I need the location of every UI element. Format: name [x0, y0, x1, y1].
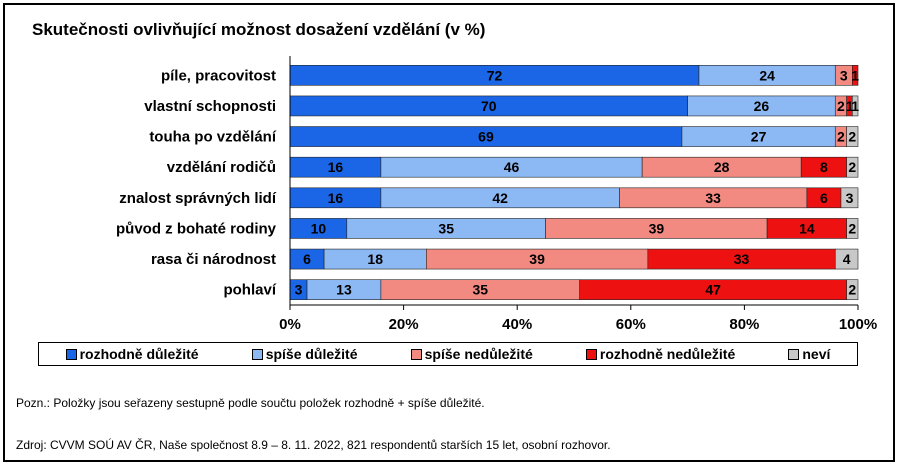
data-label: 3: [295, 282, 303, 298]
data-label: 6: [820, 190, 828, 206]
data-label: 1: [851, 98, 859, 114]
data-label: 69: [478, 129, 494, 145]
legend-item: rozhodně důležité: [65, 346, 199, 362]
data-label: 27: [751, 129, 767, 145]
bar-segment: [852, 65, 859, 86]
legend-item: spíše důležité: [251, 346, 358, 362]
data-label: 26: [754, 98, 770, 114]
data-label: 72: [487, 67, 503, 83]
data-label: 8: [820, 159, 828, 175]
category-label: vlastní schopnosti: [144, 98, 276, 115]
legend-swatch: [788, 348, 800, 360]
data-label: 1: [846, 98, 854, 114]
data-label: 16: [328, 159, 344, 175]
legend-swatch: [585, 348, 597, 360]
data-label: 35: [438, 220, 454, 236]
x-tick-label: 20%: [389, 316, 419, 333]
bar-segment: [852, 95, 859, 117]
legend-label: neví: [802, 346, 831, 362]
category-label: původ z bohaté rodiny: [116, 220, 277, 237]
category-label: znalost správných lidí: [119, 190, 277, 207]
data-label: 47: [705, 282, 721, 298]
data-label: 2: [848, 220, 856, 236]
legend: rozhodně důležité spíše důležité spíše ned…: [38, 342, 858, 366]
legend-swatch: [410, 348, 422, 360]
data-label: 4: [843, 251, 851, 267]
data-label: 33: [734, 251, 750, 267]
x-tick-label: 0%: [279, 316, 301, 333]
data-label: 46: [504, 159, 520, 175]
data-label: 35: [472, 282, 488, 298]
source-text: Zdroj: CVVM SOÚ AV ČR, Naše společnost 8…: [16, 438, 611, 452]
bar-segment: [846, 126, 859, 147]
chart-title: Skutečnosti ovlivňující možnost dosažení…: [32, 20, 486, 39]
legend-item: spíše nedůležité: [410, 346, 533, 362]
category-label: rasa či národnost: [151, 251, 276, 268]
legend-label: spíše nedůležité: [424, 346, 533, 362]
legend-item: neví: [788, 346, 830, 362]
data-label: 2: [837, 98, 845, 114]
legend-label: spíše důležité: [265, 346, 358, 362]
bar-segment: [846, 279, 859, 300]
data-label: 2: [848, 282, 856, 298]
data-label: 6: [303, 251, 311, 267]
data-label: 2: [848, 159, 856, 175]
legend-swatch: [65, 348, 77, 360]
data-label: 39: [529, 251, 545, 267]
legend-label: rozhodně nedůležité: [599, 346, 736, 362]
category-label: píle, pracovitost: [161, 67, 276, 84]
legend-swatch: [251, 348, 263, 360]
category-label: vzdělání rodičů: [167, 159, 276, 176]
data-label: 24: [759, 67, 775, 83]
x-tick-label: 60%: [616, 316, 646, 333]
bar-segment: [846, 218, 859, 239]
bar-segment: [840, 187, 859, 209]
note-text: Pozn.: Položky jsou seřazeny sestupně po…: [16, 396, 485, 410]
data-label: 28: [714, 159, 730, 175]
data-label: 42: [492, 190, 508, 206]
bar-segment: [846, 156, 859, 178]
data-label: 3: [840, 67, 848, 83]
legend-label: rozhodně důležité: [79, 346, 199, 362]
x-tick-label: 40%: [502, 316, 532, 333]
data-label: 18: [367, 251, 383, 267]
data-label: 2: [848, 129, 856, 145]
x-tick-label: 100%: [839, 316, 877, 333]
x-tick-label: 80%: [729, 316, 759, 333]
bar-segment: [834, 248, 859, 270]
data-label: 10: [311, 220, 327, 236]
data-label: 33: [705, 190, 721, 206]
data-label: 2: [837, 129, 845, 145]
data-label: 3: [846, 190, 854, 206]
data-label: 14: [799, 220, 815, 236]
data-label: 39: [649, 220, 665, 236]
legend-item: rozhodně nedůležité: [585, 346, 736, 362]
category-label: pohlaví: [223, 282, 276, 299]
data-label: 1: [851, 67, 859, 83]
data-label: 13: [336, 282, 352, 298]
category-label: touha po vzdělání: [149, 129, 277, 146]
data-label: 70: [481, 98, 497, 114]
data-label: 16: [328, 190, 344, 206]
